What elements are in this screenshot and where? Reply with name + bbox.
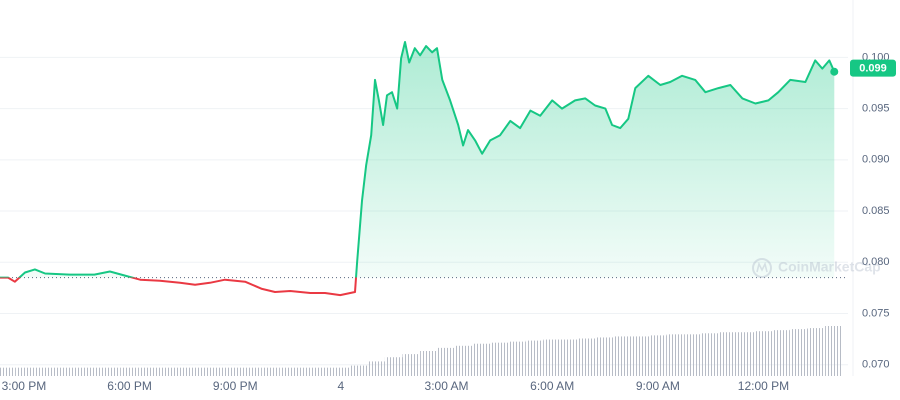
volume-bar (384, 357, 403, 376)
price-area (0, 42, 835, 278)
volume-bar (596, 337, 614, 376)
last-point (830, 67, 839, 76)
volume-bar (279, 367, 297, 376)
watermark: CoinMarketCap (752, 258, 881, 278)
volume-bar (684, 334, 702, 376)
x-tick-label: 3:00 AM (425, 379, 469, 393)
volume-bar (807, 328, 826, 376)
watermark-text: CoinMarketCap (778, 259, 881, 275)
volume-bar (631, 336, 650, 376)
volume-bar (402, 354, 421, 376)
volume-bar (613, 336, 632, 376)
volume-bar (296, 367, 315, 376)
volume-bar (543, 339, 561, 376)
volume-bar (525, 340, 544, 376)
volume-bar (173, 367, 192, 376)
volume-bar (32, 367, 51, 376)
volume-bar (208, 367, 227, 376)
volume-bar (332, 367, 350, 376)
x-tick-label: 9:00 PM (213, 379, 258, 393)
volume-bar (85, 367, 104, 376)
volume-bar (103, 367, 121, 376)
y-tick-label: 0.085 (862, 205, 890, 217)
x-tick-label: 12:00 PM (738, 379, 789, 393)
volume-bar (789, 329, 808, 376)
volume-bar (67, 367, 86, 376)
volume-bar (120, 367, 139, 376)
y-tick-label: 0.070 (862, 359, 890, 371)
volume-bar (226, 367, 245, 376)
y-tick-label: 0.095 (862, 103, 890, 115)
price-tag-label: 0.099 (859, 63, 887, 75)
volume-bar (560, 339, 579, 376)
x-tick-label: 6:00 AM (530, 379, 574, 393)
volume-bar (508, 341, 526, 376)
volume-bar (719, 332, 738, 376)
volume-bar (490, 342, 509, 376)
x-tick-label: 3:00 PM (2, 379, 47, 393)
y-tick-label: 0.075 (862, 307, 890, 319)
volume-bar (367, 361, 385, 376)
x-tick-label: 4 (338, 379, 345, 393)
volume-bar (420, 351, 438, 376)
volume-bar (578, 338, 597, 376)
y-tick-label: 0.090 (862, 154, 890, 166)
volume-bar (50, 367, 68, 376)
price-line (0, 41, 836, 297)
volume-bar (666, 334, 685, 376)
volume-bar (244, 367, 262, 376)
x-tick-label: 9:00 AM (636, 379, 680, 393)
volume-bar (191, 367, 209, 376)
volume-bar (156, 367, 174, 376)
volume-bar (825, 326, 843, 376)
volume-bar (455, 345, 473, 376)
volume-bar (754, 331, 773, 376)
price-tag (850, 59, 896, 77)
volume-bar (314, 367, 333, 376)
volume-bar (0, 367, 16, 376)
volume-bar (349, 365, 368, 376)
y-tick-label: 0.080 (862, 256, 890, 268)
volume-bar (138, 367, 157, 376)
volume-bar (701, 333, 720, 376)
volume-bar (437, 347, 456, 376)
volume-bar (737, 332, 755, 376)
volume-bar (261, 367, 280, 376)
volume-bar (772, 330, 790, 376)
volume-bar (15, 367, 33, 376)
x-tick-label: 6:00 PM (107, 379, 152, 393)
volume-bar (649, 335, 667, 376)
volume-bar (472, 343, 491, 376)
